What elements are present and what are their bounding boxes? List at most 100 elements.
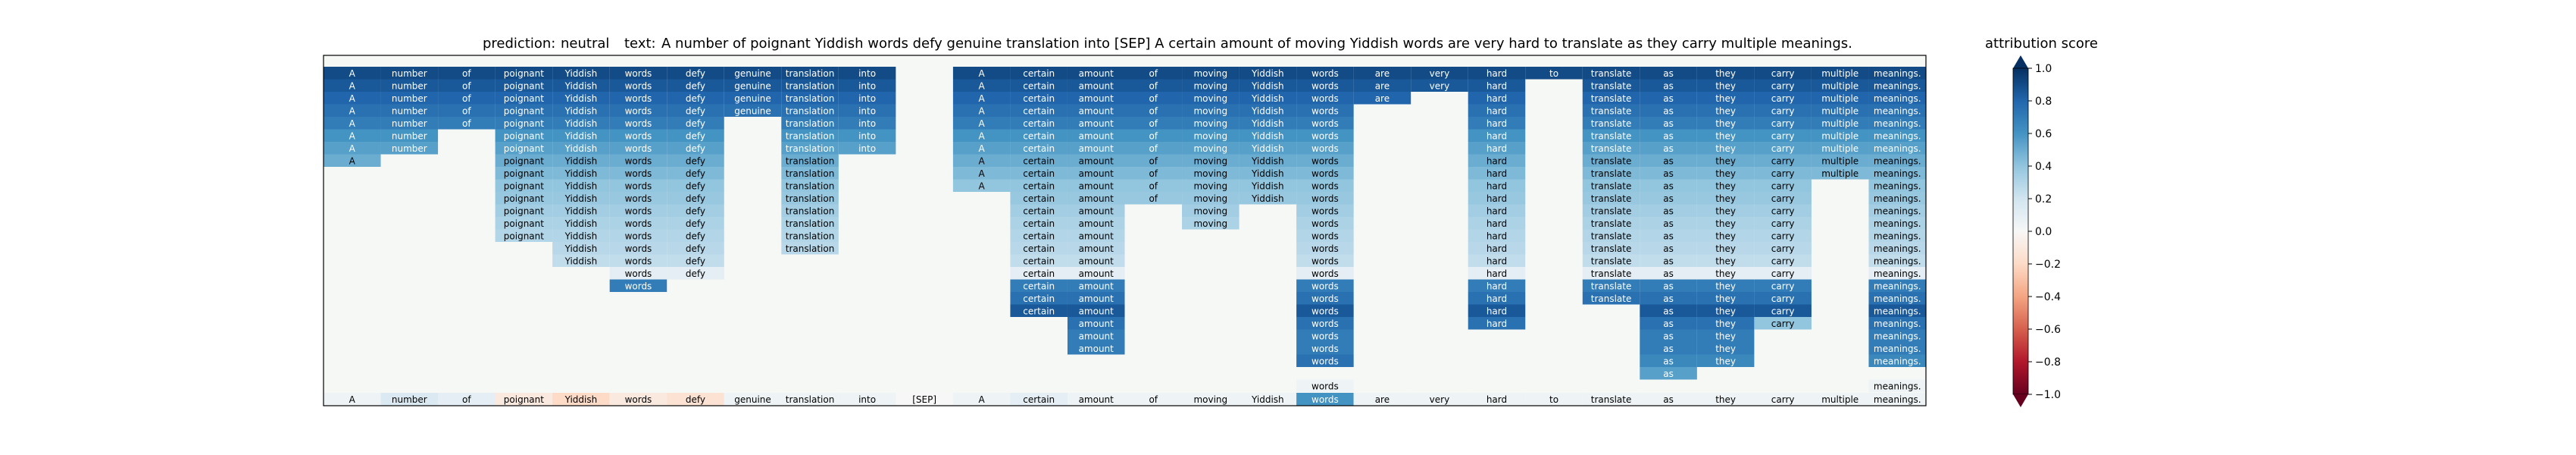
- heatmap-cell-label: of: [1149, 105, 1158, 116]
- heatmap-cell-label: moving: [1193, 218, 1227, 229]
- heatmap-cell-label: amount: [1079, 306, 1114, 316]
- heatmap-cell: [1582, 254, 1640, 267]
- heatmap-cell: [1582, 92, 1640, 105]
- heatmap-cell: [1067, 329, 1125, 342]
- heatmap-cell-label: moving: [1193, 105, 1227, 116]
- heatmap-cell: [1754, 317, 1812, 330]
- heatmap-cell-label: hard: [1487, 256, 1507, 266]
- heatmap-cell: [1010, 179, 1068, 192]
- heatmap-cell: [1067, 67, 1125, 80]
- heatmap-cell: [1696, 67, 1755, 80]
- heatmap-cell: [1754, 67, 1812, 80]
- heatmap-cell-label: certain: [1023, 130, 1055, 141]
- heatmap-cell: [1296, 342, 1354, 355]
- heatmap-cell-label: amount: [1079, 68, 1114, 79]
- heatmap-cell-label: words: [1311, 80, 1339, 91]
- heatmap-cell: [324, 67, 381, 80]
- token-cell: [1353, 393, 1411, 406]
- heatmap-cell: [1296, 317, 1354, 330]
- heatmap-cell-label: Yiddish: [1251, 105, 1284, 116]
- heatmap-cell: [1010, 204, 1068, 217]
- heatmap-cell-label: words: [1311, 356, 1339, 366]
- heatmap-cell: [1640, 267, 1697, 280]
- heatmap-cell-label: as: [1663, 331, 1674, 341]
- heatmap-cell: [1067, 104, 1125, 117]
- heatmap-cell: [1640, 329, 1697, 342]
- heatmap-cell-label: Yiddish: [1251, 180, 1284, 191]
- heatmap-cell-label: carry: [1771, 293, 1795, 304]
- heatmap-cell-label: poignant: [504, 105, 544, 116]
- heatmap-cell-label: moving: [1193, 155, 1227, 166]
- colorbar-tick-label: 0.0: [2035, 226, 2052, 238]
- heatmap-cell-label: translate: [1591, 243, 1632, 254]
- heatmap-cell: [1182, 179, 1240, 192]
- heatmap-cell-label: they: [1715, 256, 1736, 266]
- heatmap-cell: [1239, 92, 1297, 105]
- heatmap-cell: [1582, 267, 1640, 280]
- heatmap-cell-label: they: [1715, 206, 1736, 216]
- heatmap-cell-label: as: [1663, 206, 1674, 216]
- heatmap-cell-label: A: [979, 105, 986, 116]
- token-label: number: [392, 394, 427, 405]
- heatmap-cell-label: words: [625, 256, 652, 266]
- heatmap-cell: [1182, 154, 1240, 167]
- heatmap-cell-label: words: [1311, 344, 1339, 354]
- heatmap-cell-label: carry: [1771, 318, 1795, 329]
- colorbar-ticks: 1.0 0.8 0.6 0.4 0.2 0.0 −0.2 −0.4 −0.6 −0.8 −1.0: [2028, 63, 2061, 401]
- token-cell: [609, 393, 667, 406]
- heatmap-cell: [1296, 179, 1354, 192]
- heatmap-cell: [1754, 279, 1812, 292]
- heatmap-cell-label: translate: [1591, 105, 1632, 116]
- heatmap-cell-label: hard: [1487, 130, 1507, 141]
- heatmap-cell: [1296, 192, 1354, 205]
- heatmap-cell: [609, 229, 667, 242]
- heatmap-cell-label: number: [392, 80, 427, 91]
- heatmap-cell-label: hard: [1487, 68, 1507, 79]
- heatmap-cell: [1296, 129, 1354, 142]
- heatmap-cell: [1640, 167, 1697, 180]
- heatmap-cell-label: amount: [1079, 268, 1114, 279]
- heatmap-cell-label: multiple: [1821, 93, 1859, 104]
- heatmap-cell-label: amount: [1079, 293, 1114, 304]
- heatmap-cell-label: words: [1311, 268, 1339, 279]
- token-label: words: [1311, 394, 1339, 405]
- heatmap-cell: [1067, 192, 1125, 205]
- heatmap-cell: [1868, 304, 1926, 317]
- heatmap-cell: [1696, 117, 1755, 130]
- heatmap-cell-label: words: [1311, 281, 1339, 291]
- heatmap-cell: [1124, 167, 1183, 180]
- heatmap-cell: [1868, 354, 1926, 367]
- heatmap-cell: [1010, 229, 1068, 242]
- heatmap-cell-label: words: [1311, 130, 1339, 141]
- heatmap-cell-label: genuine: [734, 93, 771, 104]
- heatmap-cell: [667, 192, 724, 205]
- heatmap-cell-label: moving: [1193, 206, 1227, 216]
- heatmap-cell-label: meanings.: [1874, 381, 1921, 391]
- heatmap-cell-label: genuine: [734, 80, 771, 91]
- heatmap-cell: [1868, 342, 1926, 355]
- token-label: of: [462, 394, 471, 405]
- heatmap-cell-label: words: [1311, 68, 1339, 79]
- heatmap-cell: [667, 92, 724, 105]
- heatmap-cell-label: hard: [1487, 231, 1507, 241]
- heatmap-cell-label: very: [1430, 68, 1450, 79]
- heatmap-cell: [1468, 304, 1526, 317]
- heatmap-cell-label: words: [625, 130, 652, 141]
- heatmap-cell: [667, 242, 724, 255]
- heatmap-cell-label: translation: [786, 243, 835, 254]
- heatmap-cell-label: certain: [1023, 105, 1055, 116]
- heatmap-cell: [495, 104, 553, 117]
- colorbar-tick-label: −0.6: [2035, 324, 2061, 336]
- heatmap-cell: [1696, 292, 1755, 305]
- heatmap-cell-label: hard: [1487, 143, 1507, 154]
- heatmap-cell: [1468, 154, 1526, 167]
- heatmap-cell-label: multiple: [1821, 168, 1859, 179]
- heatmap-cell-label: meanings.: [1874, 306, 1921, 316]
- heatmap-cell: [1640, 292, 1697, 305]
- heatmap-cell-label: defy: [686, 256, 705, 266]
- heatmap-cell: [1754, 267, 1812, 280]
- token-label: are: [1375, 394, 1390, 405]
- heatmap-cell: [438, 79, 496, 92]
